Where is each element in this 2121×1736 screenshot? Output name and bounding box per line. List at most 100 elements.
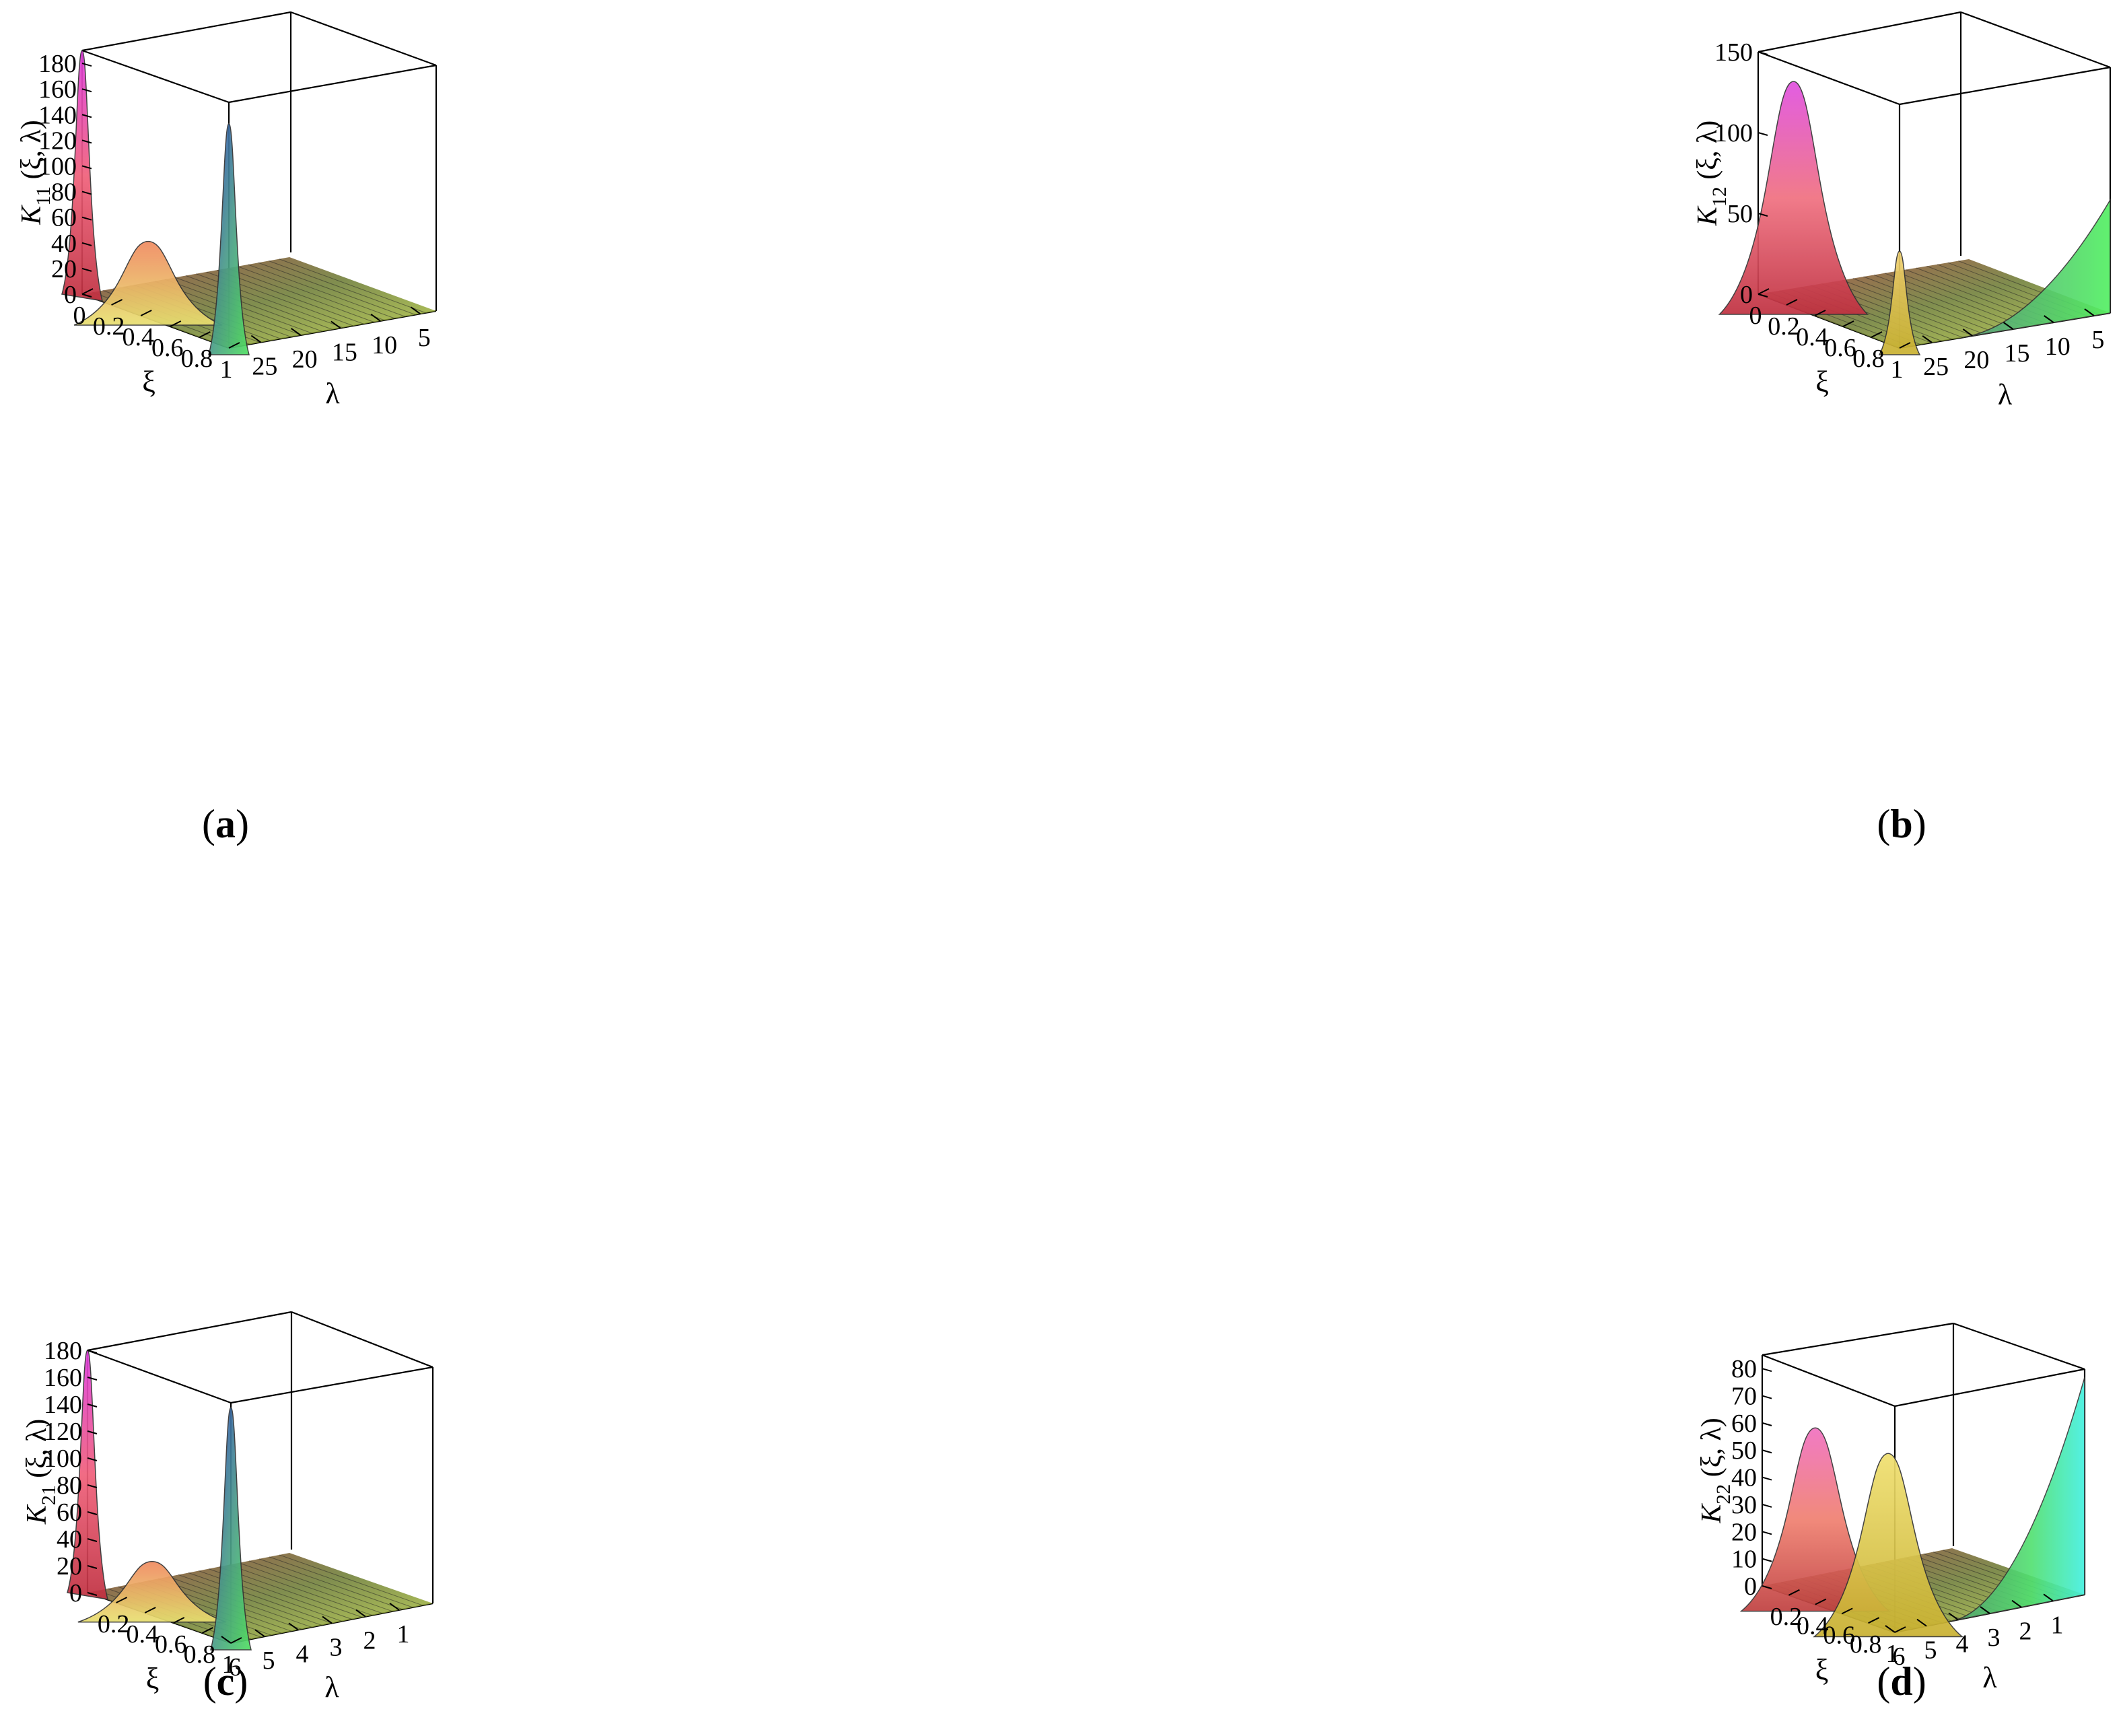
surface-peak [1878, 250, 1921, 355]
surface-grid-line [1842, 279, 1984, 335]
y-tick-mark [1948, 1612, 1959, 1621]
x-tick-label: 0.8 [184, 1640, 216, 1669]
box-edge [1953, 1322, 2085, 1370]
y-tick-label: 4 [1956, 1630, 1969, 1658]
z-axis-label-text: K12 (ξ, λ) [1692, 120, 1731, 227]
y-tick-mark [291, 328, 302, 336]
x-tick-label: 0 [1749, 302, 1762, 330]
x-tick-label: 1 [220, 355, 233, 384]
surface-grid-line [279, 258, 426, 314]
surface-grid-line [1863, 276, 2005, 331]
y-tick-mark [254, 1629, 265, 1637]
surface-grid-line [248, 1560, 393, 1612]
z-tick-label: 160 [44, 1364, 82, 1392]
surface-peak [208, 123, 250, 355]
z-tick-label: 50 [1727, 200, 1753, 228]
x-tick-mark [1899, 342, 1911, 349]
surface [1739, 1377, 2085, 1638]
z-tick-mark [1758, 132, 1768, 136]
z-axis-label-text: K22 (ξ, λ) [1696, 1418, 1735, 1524]
surface-grid-line [1884, 273, 2026, 328]
z-tick-label: 10 [1731, 1546, 1757, 1574]
y-tick-label: 10 [2045, 333, 2071, 361]
surface-grid-line [258, 262, 405, 317]
x-tick-mark [1871, 331, 1883, 338]
y-tick-label: 6 [229, 1653, 242, 1681]
y-tick-label: 10 [372, 331, 397, 359]
z-tick-mark [81, 165, 92, 170]
z-tick-mark [1762, 1531, 1772, 1535]
y-tick-label: 25 [1923, 353, 1949, 381]
x-tick-label: 0.6 [1823, 1621, 1855, 1649]
y-tick-label: 2 [363, 1627, 376, 1655]
z-tick-mark [1758, 51, 1768, 55]
y-tick-mark [389, 1603, 400, 1611]
z-tick-mark [87, 1565, 98, 1569]
y-tick-mark [355, 1609, 366, 1618]
y-tick-label: 20 [292, 345, 318, 374]
caption-b: (b) [1877, 802, 1926, 846]
z-tick-mark [81, 216, 92, 221]
z-tick-label: 140 [38, 101, 77, 129]
z-tick-label: 60 [57, 1498, 82, 1527]
x-tick-label: 0.8 [1852, 345, 1885, 373]
caption-c: (c) [203, 1659, 248, 1704]
box-edge [1762, 1322, 1954, 1356]
z-tick-label: 80 [57, 1471, 82, 1500]
x-tick-mark [201, 1627, 213, 1634]
box-edge [81, 49, 230, 104]
x-tick-label: 1 [1886, 1640, 1899, 1668]
x-tick-label: 0.6 [155, 1630, 187, 1659]
z-tick-mark [81, 267, 92, 272]
surface-peak [61, 50, 104, 302]
y-tick-label: 25 [252, 353, 277, 381]
z-tick-label: 60 [51, 204, 77, 232]
box-edge [291, 1311, 433, 1368]
y-tick-label: 5 [418, 324, 431, 352]
z-tick-label: 0 [1740, 281, 1753, 309]
z-tick-label: 60 [1731, 1410, 1757, 1438]
y-tick-mark [221, 1636, 232, 1644]
surface-grid-line [269, 1556, 413, 1608]
y-tick-label: 3 [330, 1634, 343, 1662]
y-tick-mark [331, 320, 341, 329]
z-tick-mark [81, 114, 92, 118]
y-tick-label: 6 [1893, 1642, 1906, 1671]
z-tick-mark [81, 63, 92, 67]
x-tick-label: 0.4 [126, 1620, 158, 1648]
z-tick-label: 50 [1731, 1436, 1757, 1465]
surface-grid-line [279, 1554, 423, 1606]
surface-grid-line [237, 266, 385, 321]
z-axis-label: K21 (ξ, λ) [22, 1419, 60, 1525]
box-edge [1762, 1354, 1896, 1408]
z-tick-label: 0 [64, 281, 77, 309]
y-tick-label: 5 [1924, 1636, 1937, 1665]
x-tick-mark [199, 331, 211, 338]
z-axis-label: K11 (ξ, λ) [16, 120, 55, 225]
z-tick-label: 80 [51, 178, 77, 207]
surface-peak [1718, 81, 1869, 315]
y-tick-label: 1 [2051, 1611, 2064, 1639]
surface-grid-line [1852, 278, 1995, 333]
z-tick-mark [1762, 1558, 1772, 1562]
y-tick-label: 5 [263, 1646, 275, 1675]
surface [67, 1350, 433, 1651]
surface [1718, 81, 2111, 355]
x-tick-mark [1788, 1589, 1800, 1596]
x-tick-mark [81, 288, 94, 295]
z-axis-label-text: K11 (ξ, λ) [16, 120, 55, 225]
y-tick-mark [288, 1622, 299, 1631]
x-tick-mark [1815, 1598, 1827, 1605]
y-tick-mark [1916, 1618, 1927, 1627]
y-tick-mark [2043, 1593, 2054, 1602]
x-tick-label: 0.2 [1770, 1603, 1803, 1631]
z-tick-label: 40 [57, 1525, 82, 1554]
box-edge [228, 64, 437, 104]
x-tick-mark [1786, 299, 1798, 306]
surface-grid-line [218, 1566, 363, 1618]
box-edge [230, 1366, 433, 1404]
box-edge [1758, 50, 1900, 106]
